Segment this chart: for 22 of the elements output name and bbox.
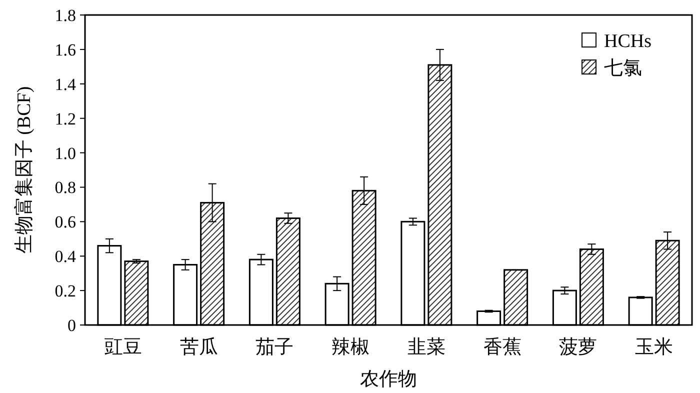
x-tick-label: 玉米 xyxy=(635,337,674,358)
y-tick-label: 1.0 xyxy=(54,144,76,163)
x-tick-label: 菠萝 xyxy=(559,337,598,358)
x-axis-title: 农作物 xyxy=(360,369,417,390)
x-tick-label: 苦瓜 xyxy=(180,337,218,358)
y-tick-label: 0.2 xyxy=(54,282,76,301)
y-tick-label: 1.8 xyxy=(54,6,76,25)
y-tick-label: 1.2 xyxy=(54,109,76,128)
y-tick-label: 1.4 xyxy=(54,74,76,94)
y-tick-label: 0.6 xyxy=(54,212,76,232)
x-tick-label: 豇豆 xyxy=(104,337,142,358)
y-axis-title: 生物富集因子 (BCF) xyxy=(13,86,35,254)
legend-label: 七氯 xyxy=(604,58,642,79)
y-tick-label: 0 xyxy=(68,316,76,335)
x-tick-label: 辣椒 xyxy=(332,337,370,358)
y-tick-label: 0.4 xyxy=(54,247,76,266)
y-tick-label: 0.8 xyxy=(54,178,76,198)
y-tick-label: 1.6 xyxy=(54,40,76,60)
x-tick-label: 香蕉 xyxy=(483,337,522,358)
x-tick-label: 韭菜 xyxy=(407,337,446,358)
legend-label: HCHs xyxy=(604,31,652,52)
x-tick-label: 茄子 xyxy=(256,337,294,358)
